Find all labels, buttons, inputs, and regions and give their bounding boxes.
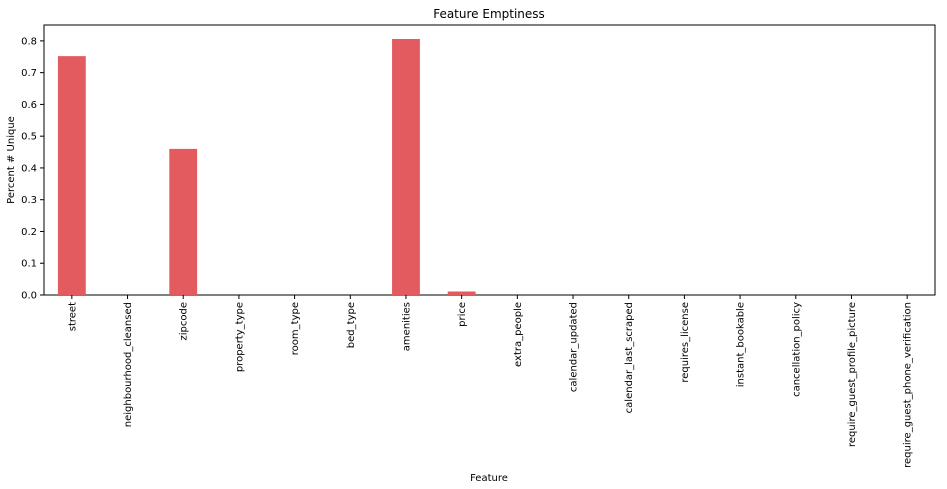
x-tick-label-extra_people: extra_people: [513, 302, 524, 367]
x-tick-label-amenities: amenities: [401, 302, 412, 351]
y-tick-label: 0.8: [21, 36, 37, 47]
x-tick-label-require_guest_profile_picture: require_guest_profile_picture: [847, 302, 858, 447]
x-tick-label-zipcode: zipcode: [179, 302, 190, 341]
bar-street: [57, 56, 86, 295]
bars-group: [57, 38, 476, 295]
x-tick-label-street: street: [67, 302, 78, 331]
plot-frame: [43, 24, 936, 296]
x-axis: street neighbourhood_cleansed zipcode prope…: [67, 295, 914, 468]
x-tick-label-bed_type: bed_type: [346, 302, 357, 348]
y-axis-label: Percent # Unique: [6, 116, 17, 204]
y-tick-label: 0.2: [21, 227, 37, 238]
y-tick-label: 0.4: [21, 163, 37, 174]
x-tick-label-price: price: [457, 302, 468, 327]
x-tick-label-instant_bookable: instant_bookable: [736, 302, 747, 387]
x-tick-label-cancellation_policy: cancellation_policy: [791, 302, 802, 397]
y-tick-label: 0.0: [21, 291, 37, 302]
bar-price: [447, 291, 476, 295]
y-tick-label: 0.6: [21, 100, 37, 111]
x-tick-label-requires_license: requires_license: [680, 302, 691, 383]
bar-amenities: [392, 38, 420, 295]
x-tick-label-room_type: room_type: [290, 302, 301, 355]
y-axis: 0.0 0.1 0.2 0.3 0.4 0.5 0.6 0.7 0.8: [21, 36, 44, 302]
bar-zipcode: [169, 148, 198, 295]
x-tick-label-calendar_updated: calendar_updated: [569, 302, 580, 392]
y-tick-label: 0.5: [21, 132, 37, 143]
x-tick-label-property_type: property_type: [234, 302, 245, 372]
y-tick-label: 0.1: [21, 259, 37, 270]
x-tick-label-calendar_last_scraped: calendar_last_scraped: [624, 302, 635, 413]
y-tick-label: 0.7: [21, 68, 37, 79]
plot-area: 0.0 0.1 0.2 0.3 0.4 0.5 0.6 0.7 0.8 street neighb…: [21, 24, 936, 468]
chart-title: Feature Emptiness: [433, 7, 545, 21]
x-tick-label-neighbourhood_cleansed: neighbourhood_cleansed: [123, 302, 134, 427]
y-tick-label: 0.3: [21, 195, 37, 206]
x-tick-label-require_guest_phone_verification: require_guest_phone_verification: [903, 302, 914, 468]
x-axis-label: Feature: [470, 473, 508, 484]
